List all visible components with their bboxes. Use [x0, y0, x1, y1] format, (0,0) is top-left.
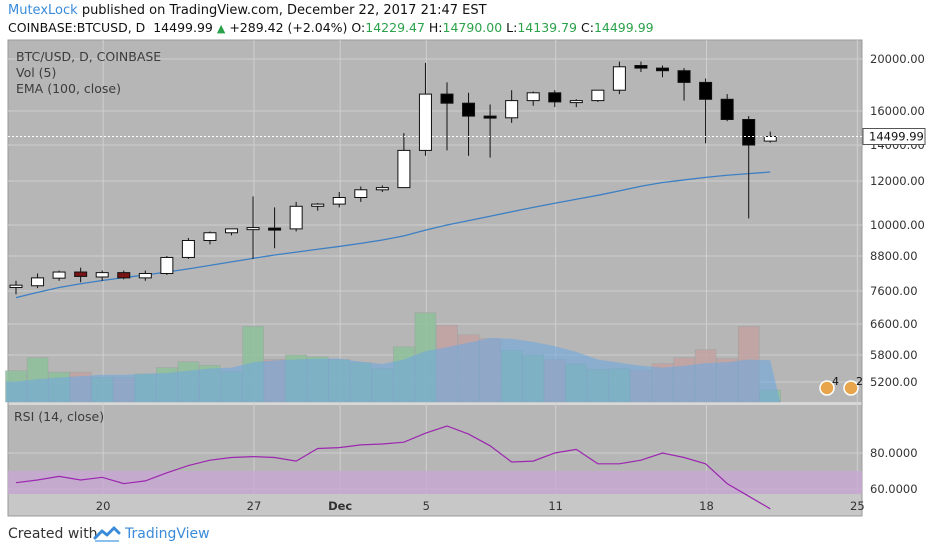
candle-body[interactable] — [569, 100, 583, 104]
event-count-label: 2 — [856, 375, 863, 388]
event-flag-icon[interactable] — [843, 380, 859, 396]
time-tick-label: 20 — [96, 499, 111, 513]
candle-body[interactable] — [505, 100, 519, 119]
candle-body[interactable] — [397, 149, 411, 189]
candle-body[interactable] — [656, 67, 669, 72]
candle-body[interactable] — [9, 284, 23, 289]
candle-body[interactable] — [526, 92, 540, 102]
candle-body[interactable] — [354, 189, 368, 199]
candle-body[interactable] — [677, 70, 691, 83]
price-tick-label: 6600.00 — [870, 317, 918, 331]
legend-symbol: BTC/USD, D, COINBASE — [16, 49, 162, 64]
rsi-tick-label: 80.0000 — [870, 446, 918, 460]
rsi-tick-label: 60.0000 — [870, 482, 918, 496]
candle-body[interactable] — [268, 227, 282, 231]
candle-body[interactable] — [160, 256, 174, 274]
price-tick-label: 5200.00 — [870, 375, 918, 389]
tradingview-brand-link[interactable]: TradingView — [125, 526, 210, 542]
candle-body[interactable] — [332, 197, 346, 205]
low-value: 14139.79 — [517, 20, 578, 35]
low-label: L: — [506, 20, 518, 35]
open-label: O: — [351, 20, 366, 35]
candle-body[interactable] — [462, 102, 476, 117]
event-flag-icon[interactable] — [819, 380, 835, 396]
candle-body[interactable] — [225, 228, 238, 234]
open-value: 14229.47 — [365, 20, 425, 35]
time-tick-label: Dec — [328, 499, 352, 513]
candle-body[interactable] — [95, 272, 109, 278]
candle-body[interactable] — [289, 205, 303, 230]
candle-body[interactable] — [375, 187, 389, 191]
candle-body[interactable] — [699, 81, 713, 100]
plot-frame — [7, 39, 863, 517]
quote-line: COINBASE:BTCUSD, D 14499.99 ▲ +289.42 (+… — [8, 20, 654, 35]
publish-line: MutexLock published on TradingView.com, … — [8, 3, 487, 18]
price-tick-label: 12000.00 — [870, 174, 925, 188]
publish-info: published on TradingView.com, December 2… — [81, 3, 487, 18]
symbol-label: COINBASE:BTCUSD, D — [8, 20, 146, 35]
time-tick-label: 5 — [423, 499, 430, 513]
candle-body[interactable] — [203, 232, 217, 241]
price-tick-label: 20000.00 — [870, 52, 925, 66]
footer: Created with TradingView — [0, 517, 932, 550]
legend-volume: Vol (5) — [16, 65, 57, 80]
candle-body[interactable] — [311, 203, 325, 207]
candle-body[interactable] — [418, 93, 432, 151]
price-tick-label: 7600.00 — [870, 284, 918, 298]
candle-body[interactable] — [634, 65, 648, 69]
chart-header: MutexLock published on TradingView.com, … — [0, 0, 932, 40]
chart-area[interactable]: 20000.0016000.0014000.0012000.0010000.00… — [0, 38, 932, 517]
time-tick-label: 27 — [247, 499, 262, 513]
price-tag-label: 14499.99 — [869, 130, 924, 144]
price-tick-label: 10000.00 — [870, 218, 925, 232]
candle-body[interactable] — [612, 66, 626, 91]
author-link[interactable]: MutexLock — [8, 3, 78, 18]
candle-body[interactable] — [591, 89, 605, 102]
candle-body[interactable] — [763, 136, 777, 142]
candle-body[interactable] — [483, 115, 497, 119]
price-tick-label: 8800.00 — [870, 249, 918, 263]
high-label: H: — [428, 20, 443, 35]
candle-body[interactable] — [138, 273, 152, 279]
candle-body[interactable] — [74, 271, 88, 277]
price-tag-box — [862, 128, 926, 146]
time-tick-label: 18 — [699, 499, 714, 513]
candle-body[interactable] — [31, 277, 45, 287]
time-tick-label: 25 — [850, 499, 865, 513]
candle-body[interactable] — [742, 119, 756, 146]
up-arrow-icon: ▲ — [216, 22, 226, 35]
time-axis-band — [8, 494, 862, 516]
close-value: 14499.99 — [593, 20, 654, 35]
candle-body[interactable] — [52, 271, 66, 279]
close-label: C: — [581, 20, 594, 35]
price-tick-label: 16000.00 — [870, 104, 925, 118]
candle-body[interactable] — [720, 98, 734, 120]
change-value: +289.42 (+2.04%) — [229, 20, 348, 35]
rsi-band — [8, 471, 862, 494]
event-count-label: 4 — [832, 375, 839, 388]
candle-body[interactable] — [548, 92, 562, 103]
legend-rsi: RSI (14, close) — [14, 409, 105, 424]
candle-body[interactable] — [181, 240, 195, 258]
price-tick-label: 5800.00 — [870, 348, 918, 362]
volume-ma-area — [6, 337, 781, 402]
time-tick-label: 11 — [548, 499, 563, 513]
candle-body[interactable] — [117, 272, 131, 279]
price-axis-band — [862, 40, 932, 516]
candle-body[interactable] — [440, 93, 454, 104]
high-value: 14790.00 — [442, 20, 503, 35]
rsi-line — [15, 425, 771, 510]
last-price: 14499.99 — [153, 20, 213, 35]
created-with-label: Created with — [8, 526, 98, 542]
legend-ema: EMA (100, close) — [16, 81, 121, 96]
tradingview-logo-icon[interactable] — [93, 525, 121, 547]
candle-body[interactable] — [246, 227, 260, 231]
